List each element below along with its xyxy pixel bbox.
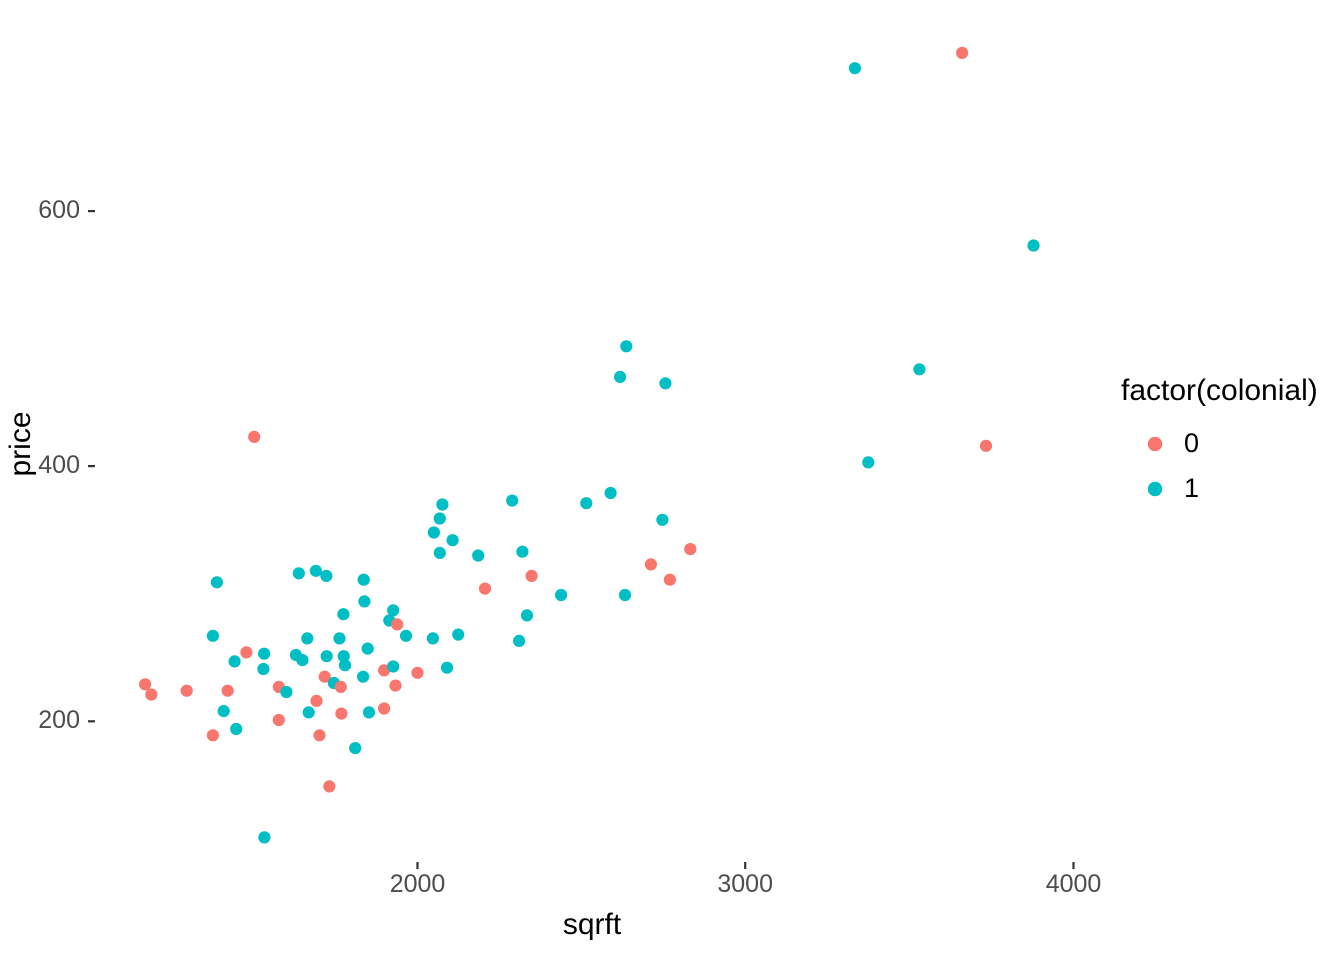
svg-text:sqrft: sqrft	[563, 908, 622, 941]
svg-text:1: 1	[1184, 473, 1199, 503]
svg-text:2000: 2000	[390, 870, 446, 898]
svg-text:200: 200	[38, 706, 80, 734]
svg-text:3000: 3000	[717, 870, 773, 898]
svg-text:price: price	[4, 411, 37, 476]
svg-text:0: 0	[1184, 428, 1199, 458]
svg-text:600: 600	[38, 196, 80, 224]
svg-text:4000: 4000	[1046, 870, 1102, 898]
svg-text:400: 400	[38, 451, 80, 479]
svg-text:factor(colonial): factor(colonial)	[1121, 374, 1318, 407]
